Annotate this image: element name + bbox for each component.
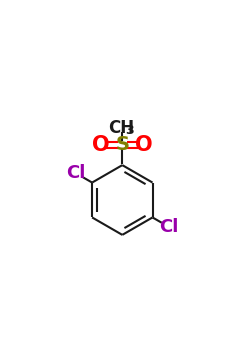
Text: 3: 3 (125, 124, 134, 137)
Text: O: O (92, 135, 110, 155)
Text: CH: CH (108, 119, 134, 136)
Text: S: S (115, 135, 129, 154)
Text: O: O (135, 135, 152, 155)
Text: Cl: Cl (160, 218, 179, 236)
Text: Cl: Cl (66, 164, 85, 182)
